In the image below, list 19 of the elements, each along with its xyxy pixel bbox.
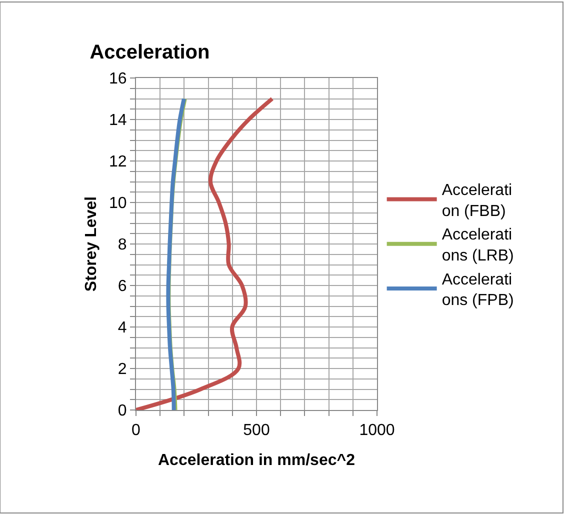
legend-label: Acceleration (FBB) (442, 182, 512, 220)
y-tick-label: 4 (118, 320, 127, 337)
x-tick-label: 500 (243, 422, 270, 440)
y-tick-label: 16 (109, 70, 127, 88)
y-tick-label: 2 (118, 361, 127, 378)
y-tick-label: 6 (118, 278, 127, 296)
y-tick-label: 14 (109, 112, 127, 130)
x-tick-label: 1000 (359, 422, 395, 440)
line-series (136, 96, 274, 410)
y-tick-label: 0 (118, 402, 127, 420)
legend-label: Accelerations (LRB) (442, 226, 514, 265)
y-axis-title: Storey Level (82, 196, 100, 292)
y-tick-label: 12 (109, 154, 127, 171)
x-tick-label: 0 (132, 422, 141, 440)
chart-title: Acceleration (90, 42, 210, 64)
x-axis-title: Acceleration in mm/sec^2 (158, 452, 356, 469)
y-tick-label: 8 (118, 236, 127, 254)
legend-label: Accelerations (FPB) (442, 271, 514, 310)
y-tick-label: 10 (109, 195, 127, 212)
